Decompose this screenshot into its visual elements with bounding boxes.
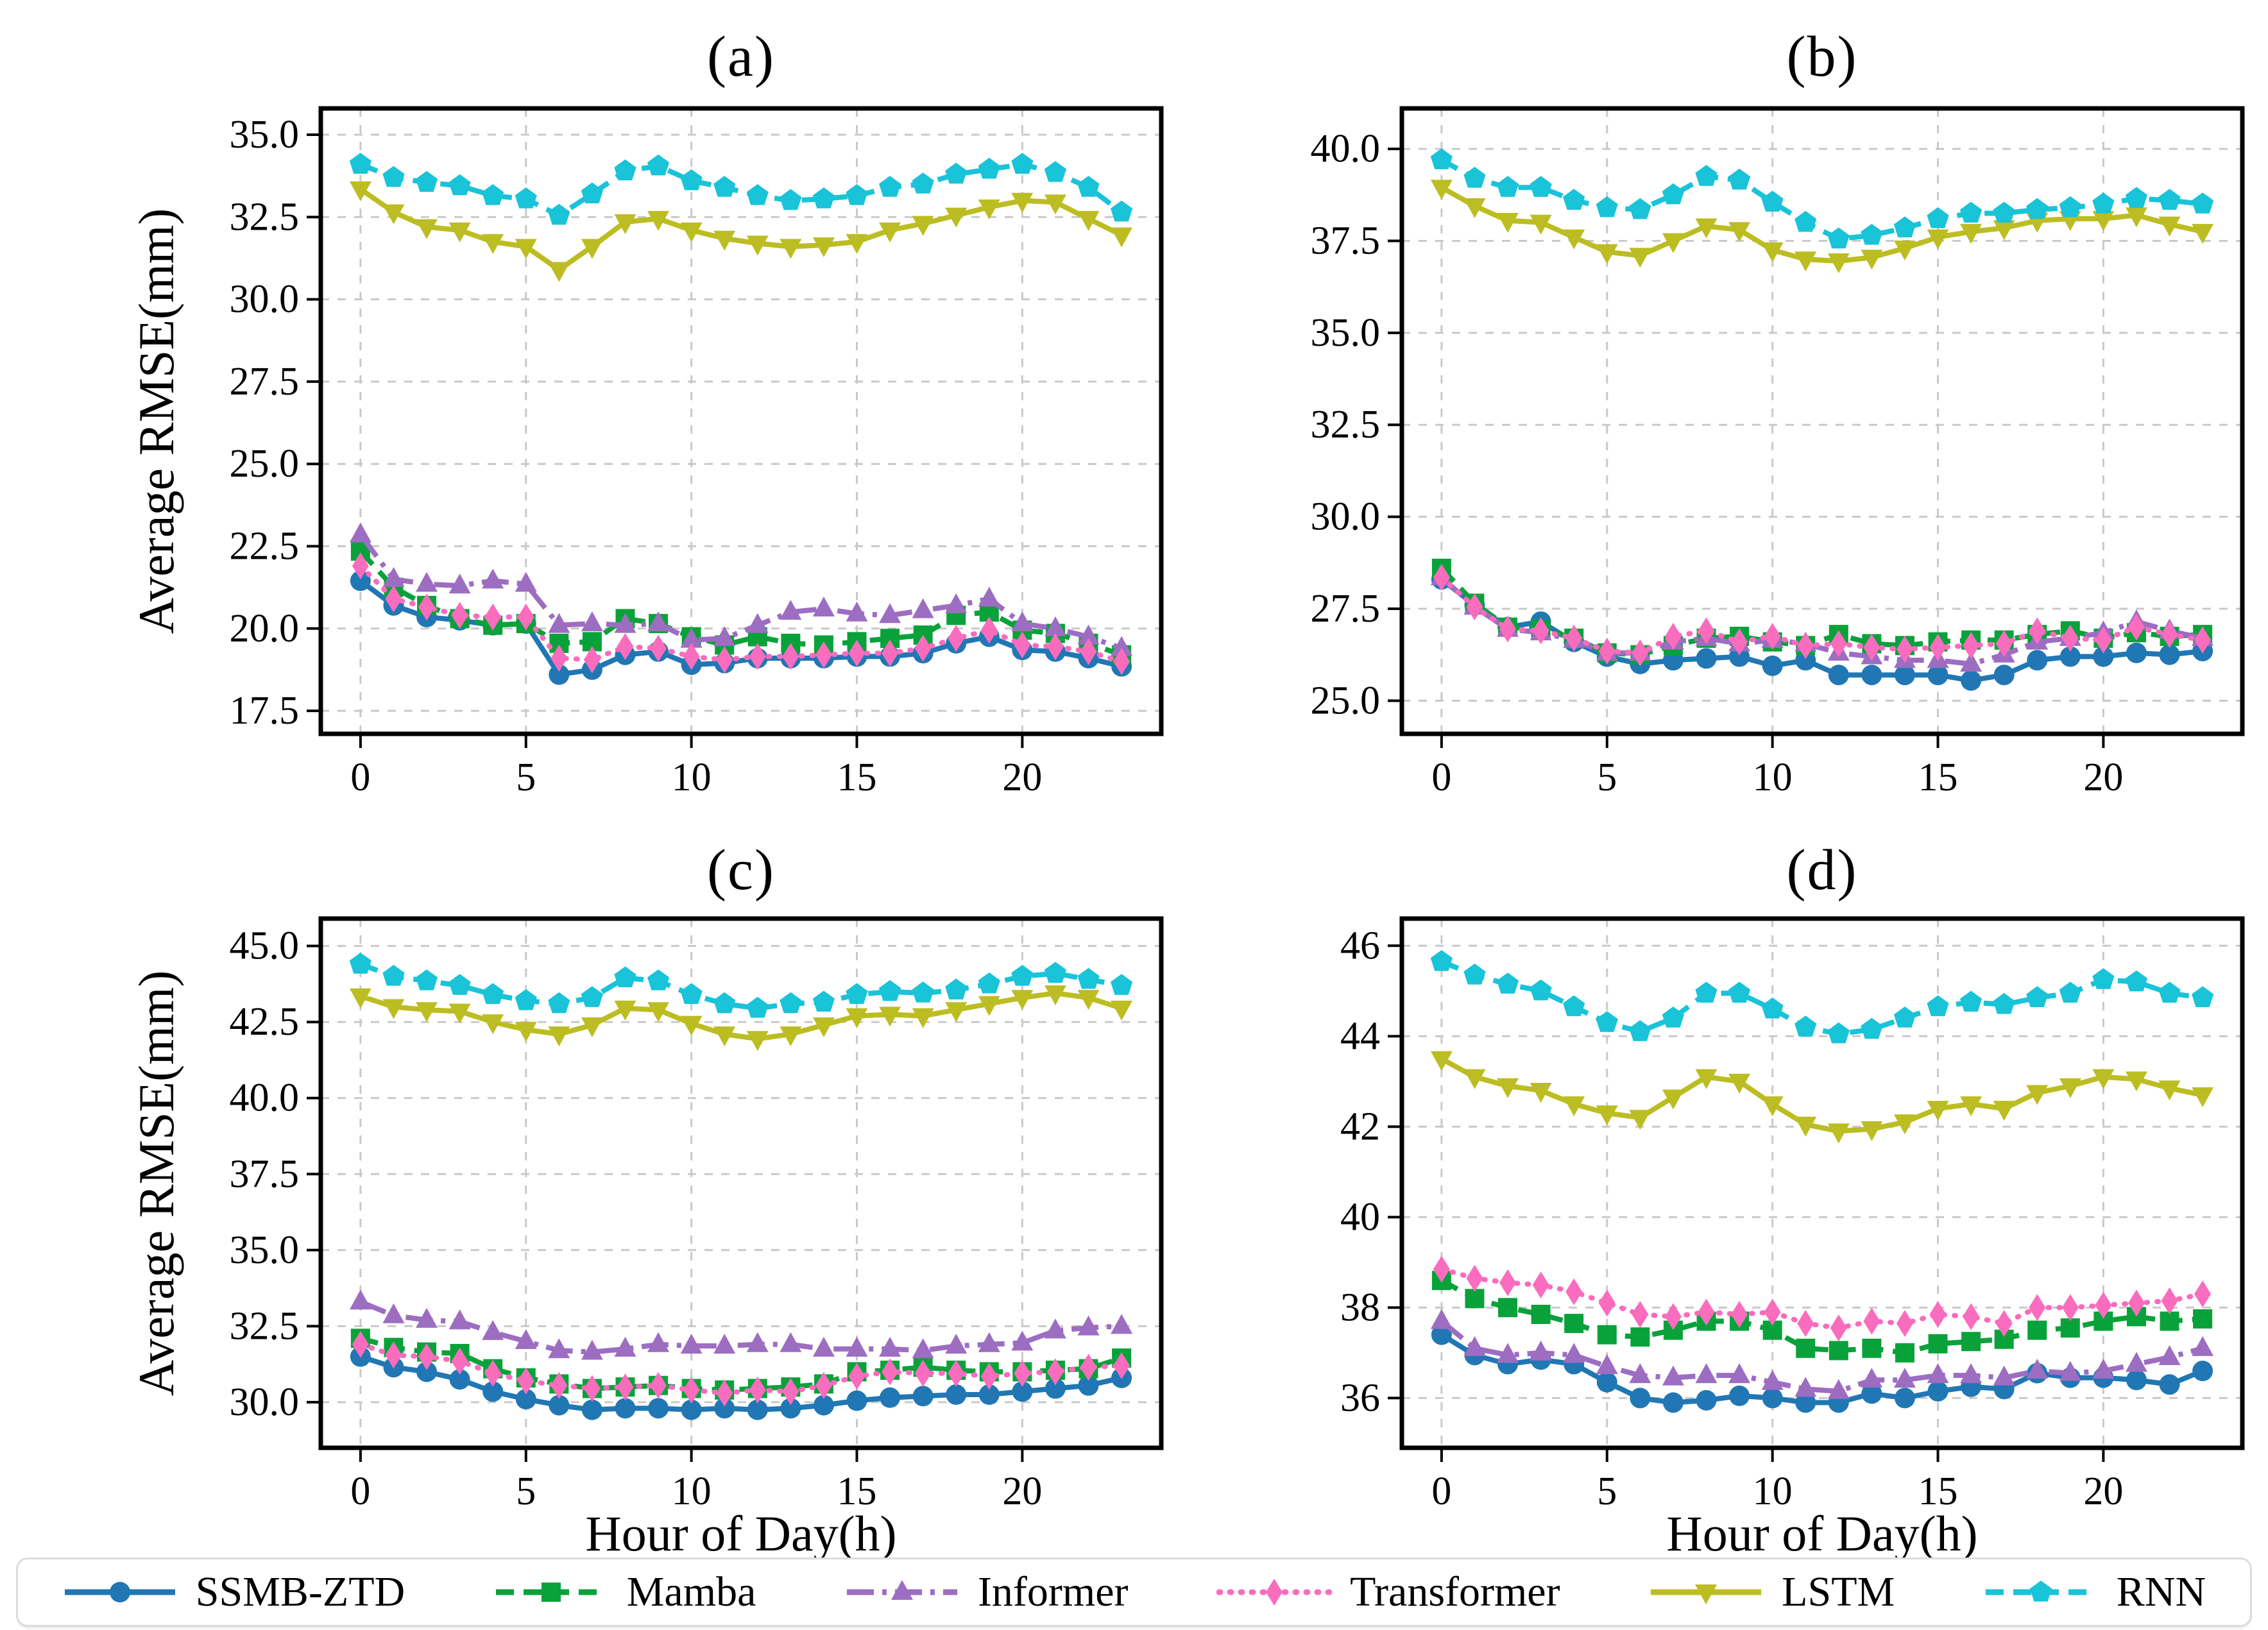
svg-text:46: 46: [1340, 924, 1380, 967]
y-axis-label: Average RMSE(mm): [128, 208, 184, 634]
svg-text:5: 5: [516, 756, 536, 799]
legend-item-ssmb-ztd: SSMB-ZTD: [62, 1568, 405, 1617]
rnn-line-icon: [1985, 1581, 2096, 1602]
svg-text:30.0: 30.0: [230, 1380, 300, 1424]
svg-text:0: 0: [1431, 756, 1451, 799]
svg-text:22.5: 22.5: [230, 525, 300, 568]
svg-text:37.5: 37.5: [1311, 219, 1381, 262]
svg-text:20: 20: [2083, 1470, 2123, 1513]
legend-label: Mamba: [626, 1568, 756, 1615]
subplot-b: (b) 25.0 27.5 30.0 32.5 35.0 37.5 40.0 0 5 10 15 20: [1203, 22, 2255, 830]
subplot-b-title: (b): [1786, 25, 1858, 89]
legend: SSMB-ZTD Mamba Informer Transformer LSTM…: [16, 1558, 2252, 1627]
svg-text:15: 15: [1918, 756, 1958, 799]
mamba-line-icon: [495, 1583, 606, 1602]
svg-text:32.5: 32.5: [230, 195, 300, 239]
svg-text:15: 15: [1918, 1470, 1958, 1513]
svg-text:25.0: 25.0: [1311, 679, 1381, 722]
svg-text:10: 10: [672, 1470, 712, 1513]
legend-label: Informer: [977, 1568, 1129, 1615]
svg-text:35.0: 35.0: [230, 1228, 300, 1272]
svg-text:37.5: 37.5: [230, 1152, 300, 1196]
svg-text:45.0: 45.0: [230, 924, 300, 968]
svg-text:35.0: 35.0: [230, 113, 300, 157]
subplot-d: (d) 36 38 40 42 44 46 0 5 10 15 20 Hour of Day(h): [1203, 835, 2255, 1566]
svg-text:10: 10: [672, 756, 712, 799]
svg-text:32.5: 32.5: [1311, 403, 1381, 446]
legend-label: RNN: [2116, 1568, 2206, 1615]
subplot-a-title: (a): [707, 25, 775, 89]
svg-text:42: 42: [1340, 1105, 1380, 1148]
svg-text:42.5: 42.5: [230, 1000, 300, 1044]
svg-text:30.0: 30.0: [230, 278, 300, 321]
svg-text:32.5: 32.5: [230, 1304, 300, 1348]
svg-text:38: 38: [1340, 1286, 1380, 1329]
svg-text:30.0: 30.0: [1311, 495, 1381, 539]
svg-text:20: 20: [1002, 756, 1042, 799]
legend-item-transformer: Transformer: [1216, 1568, 1560, 1617]
x-axis-label: Hour of Day(h): [1666, 1506, 1977, 1561]
svg-text:15: 15: [837, 1470, 877, 1513]
svg-text:15: 15: [837, 756, 877, 799]
svg-text:20.0: 20.0: [230, 607, 300, 650]
svg-text:27.5: 27.5: [230, 360, 300, 403]
svg-text:20: 20: [2083, 756, 2123, 799]
svg-text:10: 10: [1753, 756, 1793, 799]
svg-text:27.5: 27.5: [1311, 587, 1381, 631]
subplot-c-canvas: 30.0 32.5 35.0 37.5 40.0 42.5 45.0 0 5 10 15 20 Aver…: [128, 916, 1164, 1561]
informer-line-icon: [846, 1580, 957, 1600]
svg-text:10: 10: [1753, 1470, 1793, 1513]
subplot-a-canvas: 17.5 20.0 22.5 25.0 27.5 30.0 32.5 35.0 0 5 10 15 20…: [128, 106, 1164, 799]
legend-label: LSTM: [1782, 1568, 1895, 1615]
svg-text:5: 5: [516, 1470, 536, 1513]
svg-text:40.0: 40.0: [230, 1076, 300, 1120]
subplot-d-canvas: 36 38 40 42 44 46 0 5 10 15 20 Hour of Day(h): [1340, 916, 2245, 1561]
subplot-c-title: (c): [707, 838, 775, 902]
svg-text:17.5: 17.5: [230, 689, 300, 733]
svg-text:5: 5: [1597, 1470, 1617, 1513]
legend-item-mamba: Mamba: [493, 1568, 756, 1617]
svg-text:40: 40: [1340, 1195, 1380, 1239]
ssmb-ztd-line-icon: [64, 1582, 175, 1602]
svg-text:44: 44: [1340, 1014, 1380, 1058]
legend-label: Transformer: [1350, 1568, 1560, 1615]
svg-text:0: 0: [1431, 1470, 1451, 1513]
svg-text:20: 20: [1002, 1470, 1042, 1513]
svg-text:0: 0: [350, 756, 370, 799]
legend-label: SSMB-ZTD: [195, 1568, 405, 1615]
subplot-d-title: (d): [1786, 838, 1858, 902]
x-axis-label: Hour of Day(h): [585, 1506, 896, 1561]
svg-text:35.0: 35.0: [1311, 311, 1381, 355]
lstm-line-icon: [1651, 1584, 1762, 1604]
legend-item-lstm: LSTM: [1648, 1568, 1895, 1617]
subplot-c: (c) 30.0 32.5 35.0 37.5 40.0 42.5 45.0 0 5 10 15 20…: [122, 835, 1174, 1566]
svg-text:40.0: 40.0: [1311, 127, 1381, 171]
svg-text:36: 36: [1340, 1376, 1380, 1420]
legend-item-informer: Informer: [844, 1568, 1129, 1617]
svg-text:0: 0: [350, 1470, 370, 1513]
legend-item-rnn: RNN: [1983, 1568, 2206, 1617]
y-axis-label: Average RMSE(mm): [128, 971, 184, 1397]
subplot-a: (a) 17.5 20.0 22.5 25.0 27.5 30.0 32.5 35.0 0 5 10…: [122, 22, 1174, 830]
svg-text:5: 5: [1597, 756, 1617, 799]
transformer-line-icon: [1216, 1579, 1333, 1606]
subplot-b-canvas: 25.0 27.5 30.0 32.5 35.0 37.5 40.0 0 5 10 15 20: [1311, 106, 2245, 799]
svg-text:25.0: 25.0: [230, 442, 300, 486]
